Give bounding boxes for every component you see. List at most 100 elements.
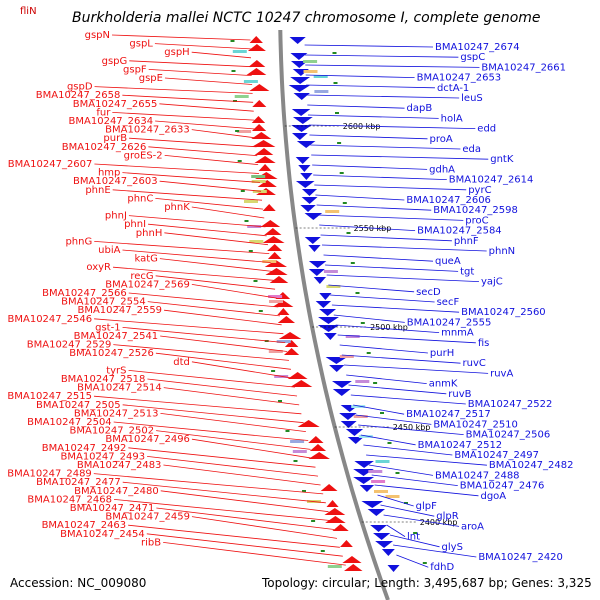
- right-gene-label: gspC: [460, 52, 485, 63]
- left-gene-label: BMA10247_2569: [105, 279, 190, 290]
- feature-stripe: [374, 490, 388, 493]
- gene-tick: [355, 292, 360, 294]
- left-leader-line: [163, 464, 321, 486]
- right-gene-label: BMA10247_2614: [449, 175, 534, 186]
- left-gene-label: BMA10247_2655: [73, 99, 158, 110]
- right-gene-label: BMA10247_2522: [468, 399, 553, 410]
- right-leader-line: [326, 274, 479, 282]
- gene-tick: [380, 412, 384, 414]
- forward-gene-arrow: [264, 228, 282, 235]
- forward-gene-arrow: [265, 268, 288, 275]
- reverse-gene-arrow: [295, 157, 310, 164]
- left-gene-label: BMA10247_2634: [69, 116, 154, 127]
- right-leader-line: [339, 344, 428, 354]
- right-leader-line: [307, 114, 439, 119]
- left-gene-label: phnI: [124, 219, 146, 230]
- feature-stripe: [368, 470, 383, 473]
- left-gene-label: BMA10247_2492: [42, 443, 127, 454]
- forward-gene-arrow: [247, 44, 266, 51]
- forward-gene-arrow: [308, 452, 330, 459]
- left-leader-line: [122, 404, 304, 424]
- left-gene-label: gspG: [102, 56, 128, 67]
- right-gene-label: queA: [435, 256, 461, 267]
- right-leader-line: [360, 434, 416, 446]
- left-leader-line: [112, 266, 274, 281]
- forward-gene-arrow: [249, 84, 270, 91]
- reverse-gene-arrow: [301, 189, 318, 196]
- left-gene-label: BMA10247_2526: [69, 348, 154, 359]
- reverse-gene-arrow: [329, 365, 345, 372]
- right-gene-label: BMA10247_2674: [435, 42, 520, 53]
- left-leader-line: [191, 516, 338, 539]
- left-leader-line: [160, 335, 288, 352]
- corner-gene-label: fliN: [20, 6, 37, 17]
- reverse-gene-arrow: [289, 37, 306, 44]
- left-gene-label: phnE: [85, 185, 110, 196]
- right-gene-label: edd: [477, 124, 496, 135]
- feature-stripe: [251, 175, 266, 178]
- left-leader-line: [155, 352, 291, 370]
- feature-stripe: [292, 450, 307, 453]
- right-gene-label: BMA10247_2512: [418, 440, 503, 451]
- left-leader-line: [156, 430, 311, 450]
- right-leader-line: [308, 124, 476, 129]
- forward-gene-arrow: [290, 380, 313, 387]
- right-gene-label: BMA10247_2517: [406, 409, 491, 420]
- right-leader-line: [350, 394, 466, 405]
- gene-tick: [311, 520, 316, 522]
- reverse-gene-arrow: [295, 181, 315, 188]
- feature-stripe: [326, 285, 341, 288]
- gene-tick: [248, 250, 253, 252]
- left-gene-label: BMA10247_2658: [36, 90, 121, 101]
- forward-gene-arrow: [251, 124, 267, 131]
- left-gene-label: BMA10247_2607: [8, 159, 93, 170]
- feature-stripe: [232, 50, 247, 53]
- feature-stripe: [237, 130, 252, 133]
- feature-stripe: [243, 80, 258, 83]
- feature-stripe: [276, 340, 291, 343]
- forward-gene-arrow: [284, 340, 299, 347]
- gene-tick: [366, 352, 371, 354]
- right-leader-line: [307, 104, 405, 109]
- feature-stripe: [269, 300, 283, 303]
- left-leader-line: [160, 413, 306, 432]
- left-gene-label: BMA10247_2468: [27, 494, 112, 505]
- reverse-gene-arrow: [332, 381, 352, 388]
- left-gene-label: phnH: [136, 228, 163, 239]
- forward-gene-arrow: [320, 484, 338, 491]
- left-gene-label: phnC: [127, 193, 153, 204]
- gene-tick: [244, 220, 249, 222]
- forward-gene-arrow: [342, 556, 362, 563]
- gene-tick: [404, 502, 408, 504]
- reverse-gene-arrow: [359, 485, 375, 492]
- reverse-gene-arrow: [300, 173, 313, 180]
- reverse-gene-arrow: [291, 125, 312, 132]
- forward-gene-arrow: [326, 500, 339, 507]
- feature-stripe: [358, 435, 373, 438]
- left-leader-line: [164, 77, 253, 85]
- reverse-gene-arrow: [313, 277, 327, 284]
- right-leader-line: [325, 264, 459, 272]
- feature-stripe: [290, 440, 305, 443]
- left-gene-label: BMA10247_2546: [8, 314, 93, 325]
- feature-stripe: [371, 480, 386, 483]
- forward-gene-arrow: [258, 164, 272, 171]
- left-leader-line: [122, 481, 326, 504]
- reverse-gene-arrow: [323, 333, 337, 340]
- left-gene-label: BMA10247_2504: [27, 417, 112, 428]
- right-gene-label: BMA10247_2555: [407, 317, 492, 328]
- left-gene-label: BMA10247_2496: [105, 434, 190, 445]
- right-leader-line: [319, 224, 416, 231]
- left-leader-line: [156, 507, 335, 530]
- right-leader-line: [304, 54, 459, 58]
- right-gene-label: BMA10247_2482: [489, 460, 574, 471]
- gene-tick: [293, 460, 298, 462]
- reverse-gene-arrow: [373, 533, 391, 540]
- right-leader-line: [314, 184, 467, 191]
- gene-tick: [240, 190, 245, 192]
- right-gene-label: secD: [416, 287, 441, 298]
- topology-value: circular: [321, 576, 367, 590]
- feature-stripe: [327, 565, 342, 568]
- gene-tick: [302, 490, 306, 492]
- left-leader-line: [155, 275, 276, 290]
